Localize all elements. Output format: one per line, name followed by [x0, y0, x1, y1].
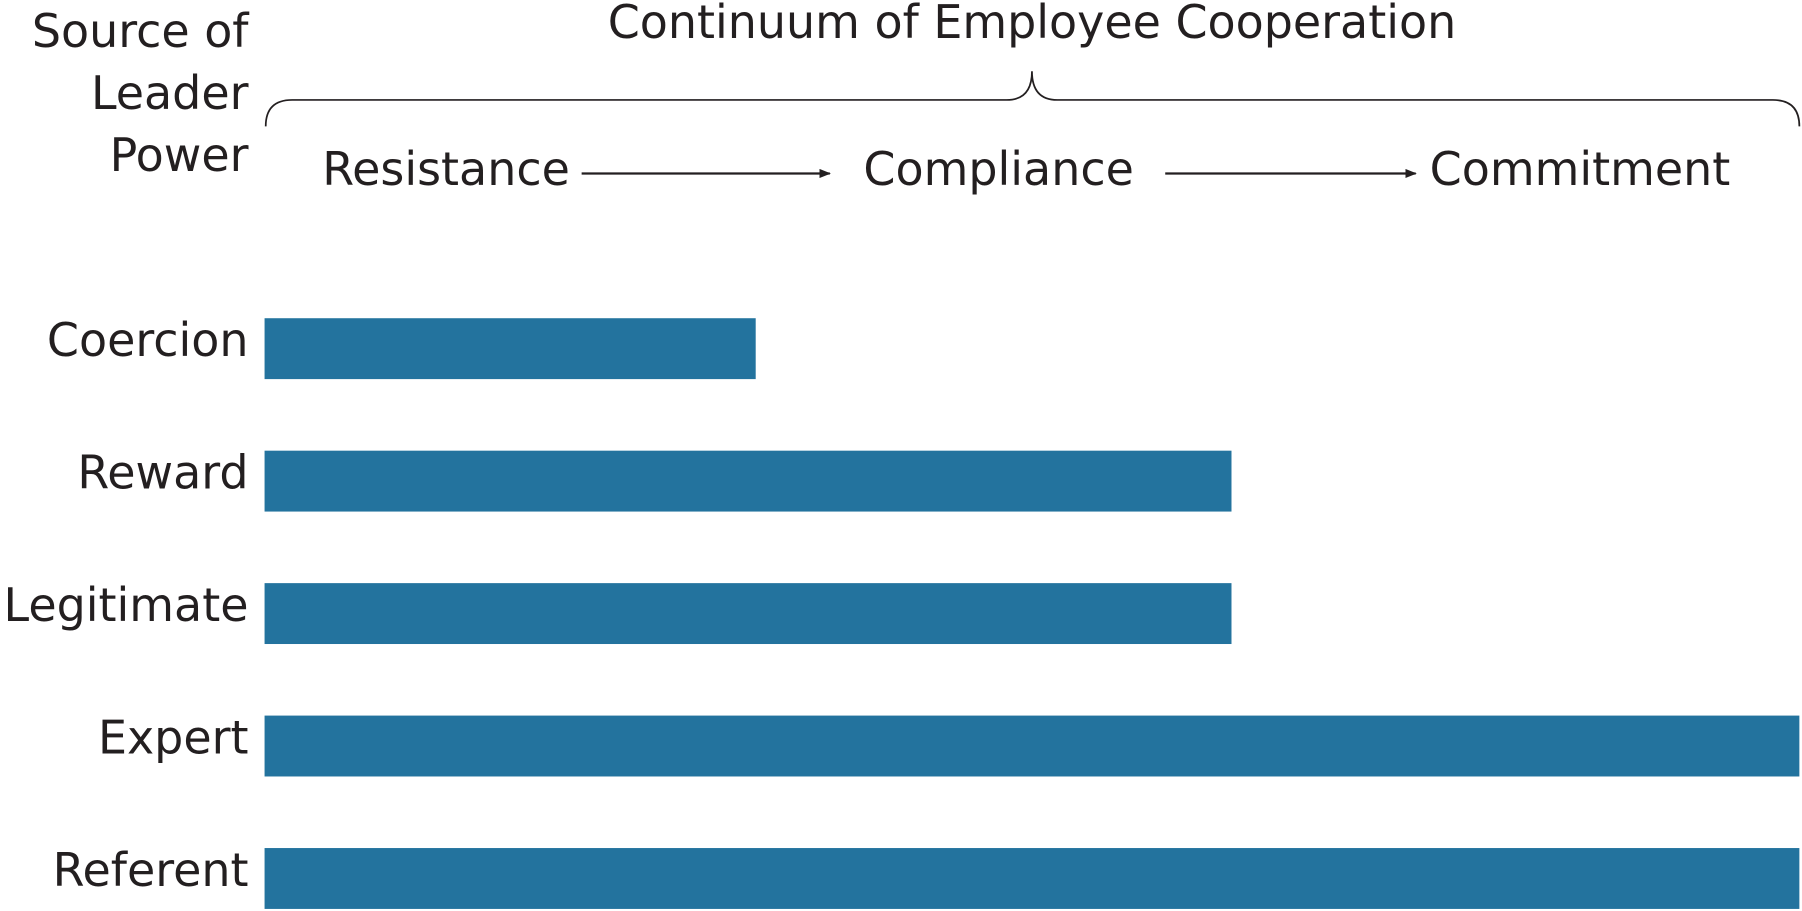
- y-axis-label: Source of: [32, 4, 250, 58]
- bar: [264, 715, 1800, 777]
- y-tick-label: Legitimate: [4, 578, 249, 632]
- bar: [264, 450, 1232, 512]
- bar: [264, 583, 1232, 645]
- bar: [264, 318, 756, 380]
- y-axis-label: Power: [110, 128, 249, 182]
- scale-label: Compliance: [863, 142, 1133, 196]
- brace: [264, 71, 1801, 127]
- y-tick-label: Referent: [53, 843, 249, 897]
- chart-title: Continuum of Employee Cooperation: [608, 0, 1457, 49]
- bar: [264, 848, 1800, 909]
- y-tick-label: Reward: [77, 445, 248, 499]
- y-tick-label: Expert: [98, 710, 249, 764]
- y-axis-label: Leader: [91, 66, 249, 120]
- scale-label: Commitment: [1430, 142, 1731, 196]
- y-tick-label: Coercion: [47, 313, 249, 367]
- scale-label: Resistance: [322, 142, 570, 196]
